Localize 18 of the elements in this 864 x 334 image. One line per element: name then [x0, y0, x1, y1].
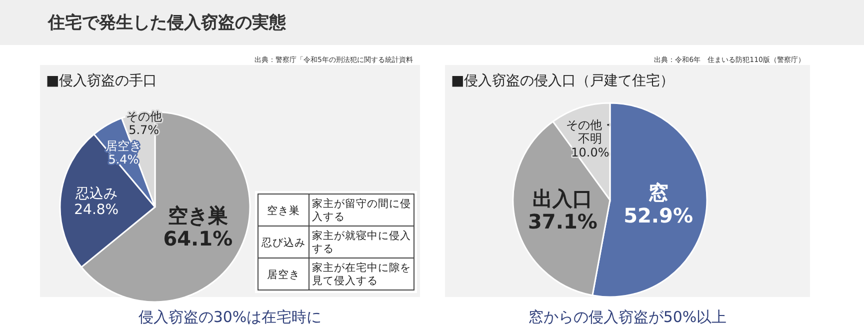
slice-label: 出入口 — [532, 186, 593, 211]
slice-label: その他・不明 — [566, 118, 614, 146]
slice-label: その他 — [126, 109, 162, 124]
slice-label: 忍込み — [74, 186, 118, 202]
chart-title: ■侵入窃盗の侵入口（戸建て住宅） — [451, 73, 674, 89]
text: 窓からの侵入窃盗が50%以上 — [528, 308, 727, 326]
data-label: 10.0% — [571, 146, 610, 160]
data-label: 37.1% — [528, 210, 598, 234]
slice-label: 窓 — [648, 180, 668, 204]
text: 住宅で発生した侵入窃盗の実態 — [47, 13, 287, 33]
data-label: 5.7% — [128, 123, 160, 138]
slice-label: 空き巣 — [267, 204, 300, 217]
text: 侵入窃盗の30%は在宅時に — [138, 308, 322, 326]
data-label: 52.9% — [624, 203, 693, 228]
slice-label: 空き巣 — [168, 203, 228, 228]
chart-title: ■侵入窃盗の手口 — [46, 73, 158, 89]
data-label: 24.8% — [74, 202, 119, 218]
data-label: 64.1% — [163, 226, 233, 250]
